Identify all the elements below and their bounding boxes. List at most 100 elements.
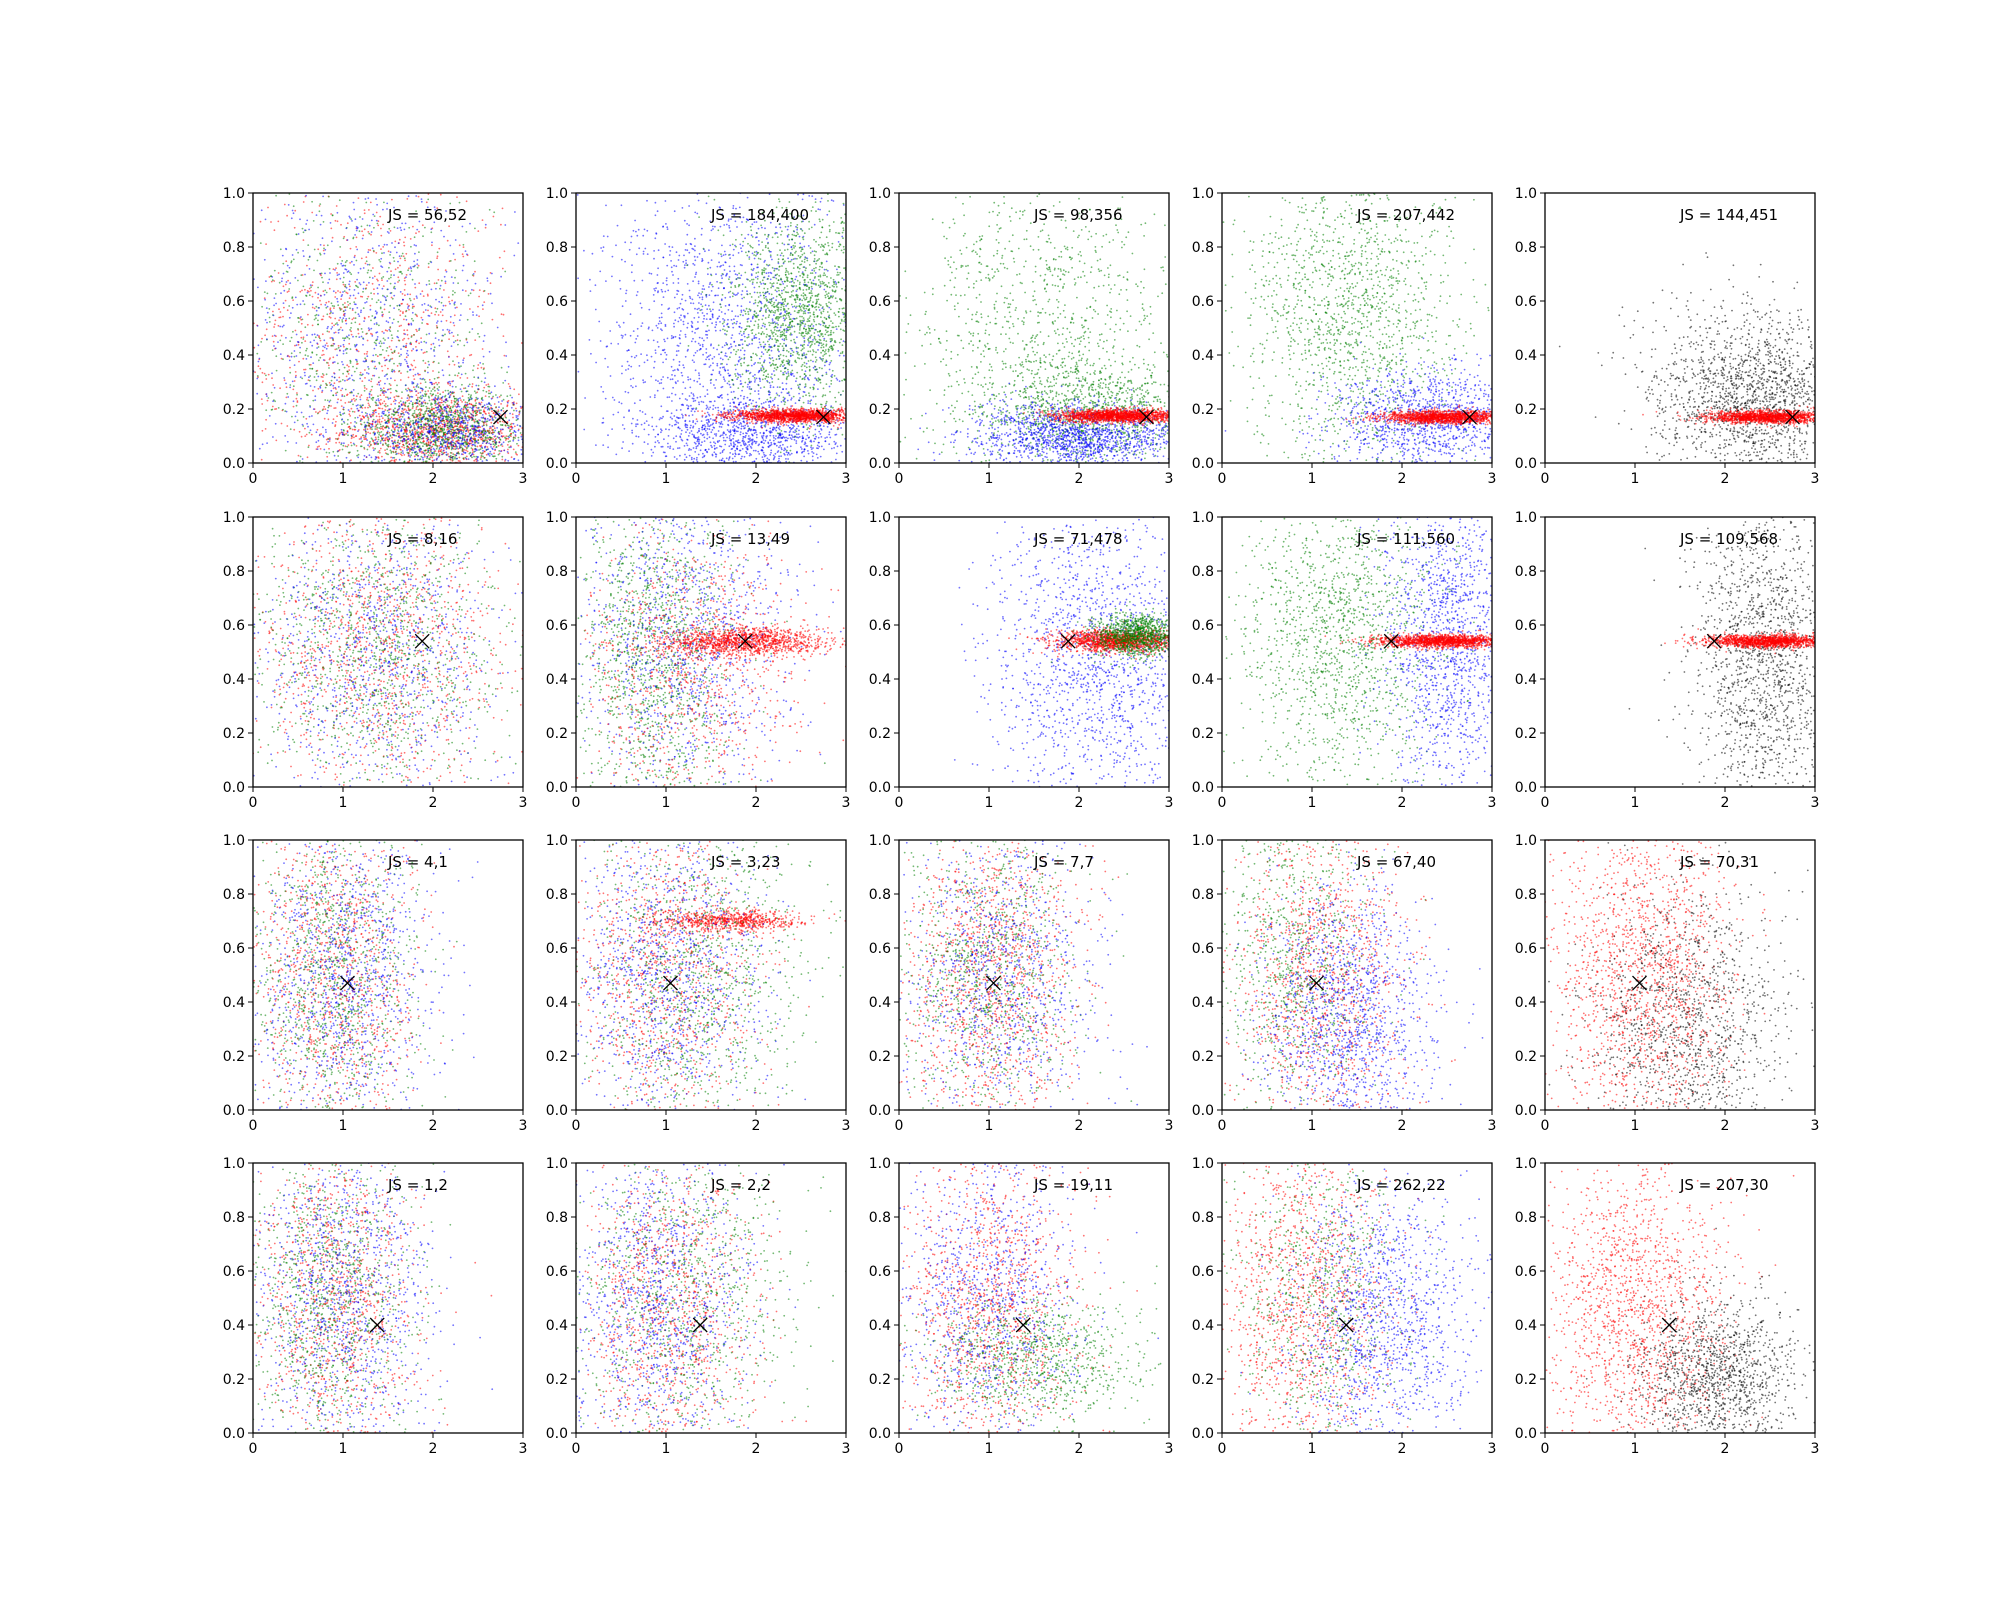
data-point [372,410,374,412]
data-point [407,293,409,295]
data-point [519,410,521,412]
data-point [427,419,429,421]
data-point [491,273,493,275]
data-point [447,437,449,439]
data-point [473,289,475,291]
data-point [465,458,467,460]
data-point [482,390,484,392]
data-point [417,414,419,416]
data-point [419,459,421,461]
data-point [424,433,426,435]
data-point [515,451,517,453]
data-point [343,407,345,409]
data-point [309,288,311,290]
data-point [383,392,385,394]
data-point [334,373,336,375]
data-point [313,220,315,222]
data-point [457,339,459,341]
data-point [412,306,414,308]
data-point [321,277,323,279]
data-point [514,437,516,439]
data-point [479,362,481,364]
data-point [470,292,472,294]
data-point [381,277,383,279]
data-point [343,442,345,444]
data-point [473,438,475,440]
data-point [364,318,366,320]
data-point [448,301,450,303]
data-point [406,429,408,431]
data-point [291,352,293,354]
data-point [407,448,409,450]
data-point [435,337,437,339]
data-point [412,413,414,415]
data-point [427,367,429,369]
data-point [837,379,839,381]
data-point [307,426,309,428]
data-point [445,416,447,418]
data-point [475,415,477,417]
data-point [303,369,305,371]
data-point [473,460,475,462]
data-point [448,430,450,432]
data-point [431,406,433,408]
data-point [470,455,472,457]
data-point [806,363,808,365]
data-point [322,426,324,428]
data-point [415,195,417,197]
data-point [403,255,405,257]
data-point [424,303,426,305]
data-point [332,451,334,453]
data-point [466,440,468,442]
data-point [429,418,431,420]
data-point [482,219,484,221]
data-point [393,422,395,424]
data-point [338,345,340,347]
data-point [384,304,386,306]
data-point [383,440,385,442]
data-point [452,386,454,388]
data-point [400,348,402,350]
data-point [486,391,488,393]
data-point [312,400,314,402]
data-point [326,342,328,344]
data-point [741,294,743,296]
data-point [435,442,437,444]
data-point [389,383,391,385]
data-point [390,377,392,379]
data-point [354,411,356,413]
data-point [420,392,422,394]
data-point [354,256,356,258]
data-point [287,271,289,273]
data-point [360,399,362,401]
data-point [336,298,338,300]
data-point [304,372,306,374]
data-point [310,341,312,343]
data-point [435,436,437,438]
data-point [284,435,286,437]
data-point [427,199,429,201]
data-point [399,304,401,306]
data-point [281,278,283,280]
data-point [409,298,411,300]
data-point [791,259,793,261]
data-point [467,422,469,424]
data-point [450,444,452,446]
data-point [291,416,293,418]
data-point [753,303,755,305]
data-point [300,303,302,305]
data-point [398,309,400,311]
data-point [407,269,409,271]
data-point [266,442,268,444]
data-point [443,447,445,449]
data-point [426,334,428,336]
data-point [469,452,471,454]
data-point [404,333,406,335]
data-point [402,299,404,301]
data-point [304,326,306,328]
data-point [337,220,339,222]
data-point [388,267,390,269]
data-point [372,399,374,401]
data-point [285,300,287,302]
data-point [485,413,487,415]
